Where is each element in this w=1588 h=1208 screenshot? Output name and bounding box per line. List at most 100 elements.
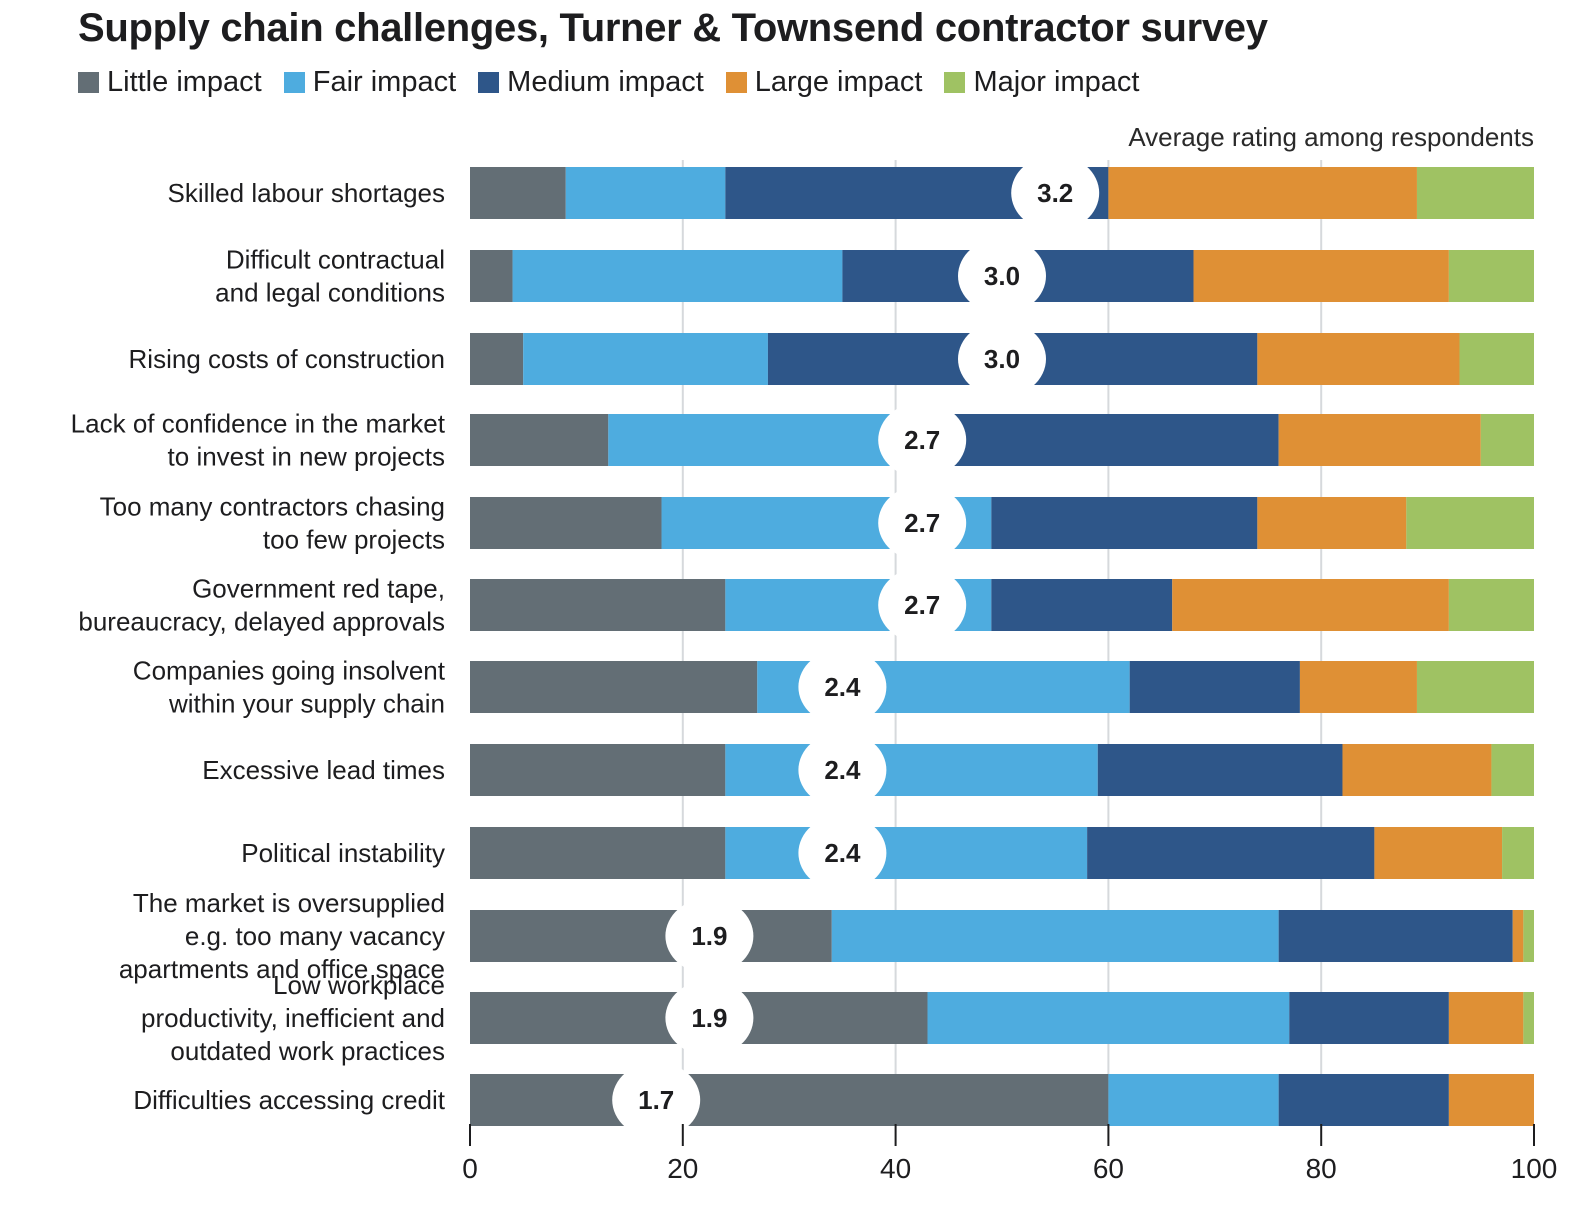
rating-value: 3.0: [984, 344, 1020, 374]
bar-segment-major-impact: [1459, 333, 1534, 385]
rating-badge: [665, 898, 754, 974]
category-label: within your supply chain: [168, 689, 445, 719]
bar-segment-major-impact: [1502, 827, 1534, 879]
rating-value: 1.9: [691, 1003, 727, 1033]
bar-segment-fair-impact: [831, 910, 1279, 962]
bar-segment-medium-impact: [1087, 827, 1375, 879]
bar-segment-medium-impact: [938, 414, 1279, 466]
legend-label: Medium impact: [507, 66, 704, 98]
bar-segment-little-impact: [470, 744, 726, 796]
chart-subtitle: Average rating among respondents: [1128, 122, 1534, 152]
rating-badge: [798, 649, 887, 725]
bar-segment-fair-impact: [512, 250, 843, 302]
category-label: too few projects: [263, 525, 445, 555]
bar-segment-large-impact: [1257, 333, 1460, 385]
bar-segment-medium-impact: [1278, 910, 1513, 962]
bar-segment-medium-impact: [1097, 744, 1343, 796]
bar-segment-major-impact: [1491, 744, 1534, 796]
bar-segment-large-impact: [1278, 414, 1481, 466]
bar-segment-large-impact: [1172, 579, 1449, 631]
legend-swatch: [725, 72, 747, 93]
category-label: The market is oversupplied: [133, 888, 445, 918]
legend-swatch: [478, 72, 500, 93]
category-label: productivity, inefficient and: [141, 1003, 445, 1033]
category-label: bureaucracy, delayed approvals: [78, 607, 445, 637]
x-axis: 0 20 40 60 80 100: [462, 1124, 1557, 1184]
category-label: Lack of confidence in the market: [71, 409, 446, 439]
rating-value: 2.7: [904, 508, 940, 538]
bar-segment-major-impact: [1480, 414, 1534, 466]
bar-segment-little-impact: [470, 250, 513, 302]
bar-segment-large-impact: [1448, 1074, 1534, 1126]
bar-segment-medium-impact: [1278, 1074, 1449, 1126]
rating-badge: [1011, 155, 1100, 231]
category-label: Government red tape,: [192, 574, 445, 604]
legend-swatch: [283, 72, 305, 93]
legend-swatch: [78, 72, 99, 93]
category-label: e.g. too many vacancy: [185, 921, 445, 951]
rating-value: 3.2: [1037, 178, 1073, 208]
category-label: Difficult contractual: [226, 245, 445, 275]
bar-segment-fair-impact: [523, 333, 768, 385]
legend-label: Fair impact: [312, 66, 457, 98]
bar-segment-fair-impact: [725, 744, 1098, 796]
chart-title: Supply chain challenges, Turner & Townse…: [78, 6, 1268, 50]
category-label: Rising costs of construction: [129, 344, 445, 374]
bar-segment-little-impact: [470, 827, 726, 879]
x-tick-label: 100: [1511, 1153, 1558, 1184]
rating-badge: [798, 732, 887, 808]
bar-segment-major-impact: [1406, 497, 1534, 549]
x-tick-label: 80: [1306, 1153, 1337, 1184]
bar-segment-medium-impact: [991, 497, 1258, 549]
rating-badge: [878, 485, 967, 561]
rating-badge: [958, 321, 1046, 397]
rating-value: 2.7: [904, 590, 940, 620]
category-label: Difficulties accessing credit: [133, 1085, 445, 1115]
legend-label: Large impact: [754, 66, 923, 98]
x-tick-label: 0: [462, 1153, 478, 1184]
rating-value: 2.4: [824, 838, 861, 868]
bar-segment-medium-impact: [1129, 661, 1300, 713]
x-tick-label: 20: [667, 1153, 698, 1184]
category-label: apartments and office space: [119, 954, 445, 984]
bar-segment-little-impact: [470, 661, 758, 713]
rating-value: 2.7: [904, 425, 940, 455]
bar-segment-fair-impact: [927, 992, 1290, 1044]
rating-badge: [878, 402, 967, 478]
bar-segment-major-impact: [1416, 661, 1534, 713]
bar-segment-medium-impact: [1289, 992, 1449, 1044]
bar-segment-fair-impact: [1108, 1074, 1279, 1126]
rating-value: 2.4: [824, 755, 861, 785]
legend-swatch: [944, 72, 966, 93]
bar-segment-large-impact: [1108, 167, 1417, 219]
bar-segment-fair-impact: [725, 827, 1088, 879]
bar-segment-large-impact: [1299, 661, 1417, 713]
rating-badge: [665, 980, 754, 1056]
legend-label: Major impact: [973, 66, 1140, 98]
rating-badge: [798, 815, 887, 891]
bar-segment-large-impact: [1193, 250, 1449, 302]
category-label: Low workplace: [273, 970, 445, 1000]
legend-item-large-impact: Large impact: [725, 66, 923, 99]
bar-segment-large-impact: [1257, 497, 1407, 549]
legend-item-little-impact: Little impact: [78, 66, 262, 99]
bar-segment-fair-impact: [565, 167, 726, 219]
rating-value: 1.7: [638, 1085, 674, 1115]
legend-item-fair-impact: Fair impact: [283, 66, 457, 99]
bars: [470, 167, 1534, 1126]
category-label: Companies going insolvent: [133, 656, 446, 686]
category-label: Skilled labour shortages: [168, 178, 446, 208]
category-label: and legal conditions: [215, 278, 445, 308]
category-label: outdated work practices: [170, 1036, 445, 1066]
bar-segment-little-impact: [470, 167, 566, 219]
bar-segment-major-impact: [1523, 910, 1534, 962]
category-labels: Skilled labour shortages Difficult contra…: [71, 178, 446, 1115]
bar-segment-medium-impact: [991, 579, 1173, 631]
legend-item-medium-impact: Medium impact: [478, 66, 704, 99]
category-label: Political instability: [241, 838, 445, 868]
rating-badge: [612, 1062, 701, 1138]
bar-segment-major-impact: [1448, 579, 1534, 631]
legend-label: Little impact: [107, 66, 262, 98]
bar-segment-large-impact: [1448, 992, 1524, 1044]
bar-segment-large-impact: [1512, 910, 1524, 962]
